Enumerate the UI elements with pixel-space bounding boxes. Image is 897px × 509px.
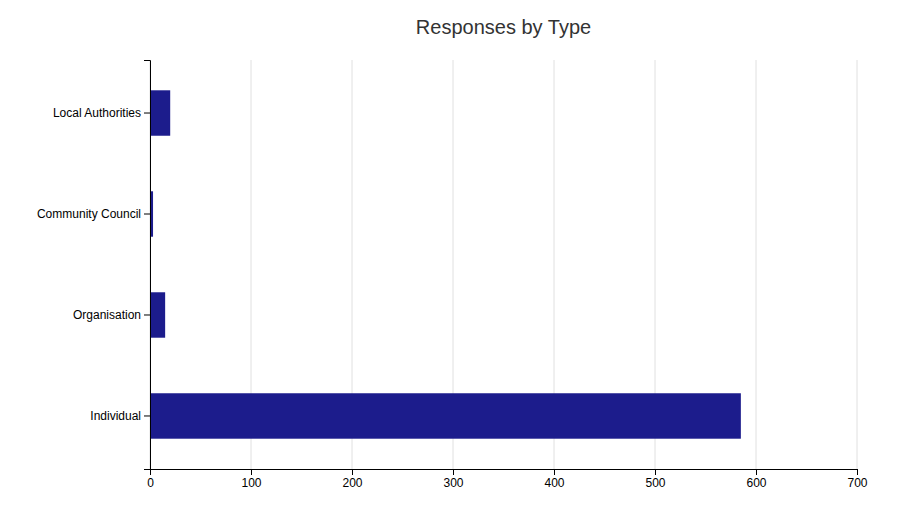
bars: [150, 90, 741, 438]
title: Responses by Type: [416, 16, 591, 38]
y-axis: Local Authorities Community Council Organi…: [37, 61, 151, 470]
x-tick-label: 700: [847, 476, 867, 490]
x-tick-mark: [453, 469, 454, 475]
y-tick: Individual: [90, 409, 150, 423]
x-tick: 0: [147, 469, 154, 490]
y-tick-label: Organisation: [73, 308, 141, 322]
x-tick: 300: [443, 469, 463, 490]
x-tick-label: 500: [645, 476, 665, 490]
y-tick-mark: [144, 214, 150, 215]
x-tick-mark: [756, 469, 757, 475]
bar: [150, 393, 741, 438]
x-tick: 100: [241, 469, 261, 490]
y-tick: Organisation: [73, 308, 150, 322]
x-tick-label: 100: [241, 476, 261, 490]
x-tick: 200: [342, 469, 362, 490]
x-tick: 600: [746, 469, 766, 490]
y-tick: Local Authorities: [53, 106, 150, 120]
x-tick-mark: [352, 469, 353, 475]
grid-line: [857, 60, 858, 469]
y-axis-line: [144, 61, 151, 470]
x-tick-mark: [251, 469, 252, 475]
bar: [150, 292, 165, 337]
x-tick: 700: [847, 469, 867, 490]
y-tick-label: Local Authorities: [53, 106, 141, 120]
y-tick-label: Community Council: [37, 207, 141, 221]
x-axis: 0 100 200 300 400 500 600 700: [147, 469, 868, 490]
chart: Responses by Type 0 100 200 300 400 500 600 700 L…: [0, 0, 897, 509]
y-tick-mark: [144, 314, 150, 315]
plot: 0 100 200 300 400 500 600 700 Local Authorities C…: [37, 60, 868, 490]
x-tick-mark: [857, 469, 858, 475]
bar: [150, 90, 170, 135]
x-tick-label: 200: [342, 476, 362, 490]
y-tick: Community Council: [37, 207, 150, 221]
grid: [150, 60, 857, 469]
x-tick: 500: [645, 469, 665, 490]
x-tick-label: 300: [443, 476, 463, 490]
x-tick: 400: [544, 469, 564, 490]
y-tick-mark: [144, 415, 150, 416]
x-tick-mark: [655, 469, 656, 475]
x-tick-label: 400: [544, 476, 564, 490]
grid-line: [756, 60, 757, 469]
x-tick-label: 0: [147, 476, 154, 490]
y-tick-label: Individual: [90, 409, 141, 423]
y-tick-mark: [144, 113, 150, 114]
x-axis-line: [151, 470, 858, 476]
x-tick-label: 600: [746, 476, 766, 490]
x-tick-mark: [554, 469, 555, 475]
